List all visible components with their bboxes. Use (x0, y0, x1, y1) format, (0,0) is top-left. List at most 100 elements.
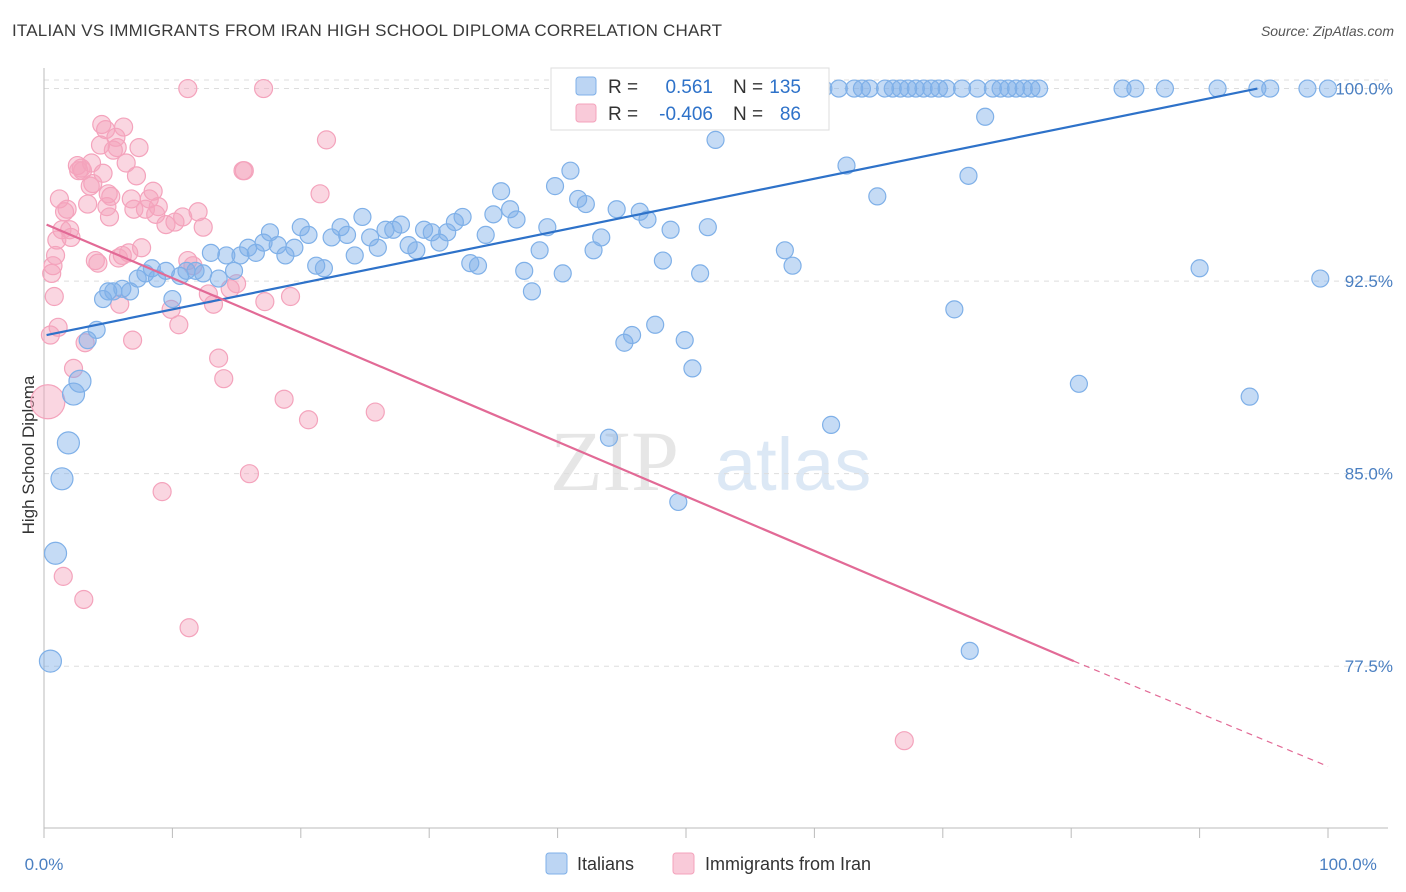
point-italians (453, 207, 472, 227)
point-italians (1155, 79, 1175, 98)
y-tick-label: 92.5% (1345, 272, 1393, 291)
point-iran (45, 245, 66, 266)
point-italians (299, 225, 318, 244)
point-italians (345, 246, 364, 265)
chart-title: ITALIAN VS IMMIGRANTS FROM IRAN HIGH SCH… (12, 21, 723, 40)
point-iran (44, 286, 64, 307)
point-italians (1311, 269, 1330, 288)
point-italians (56, 431, 80, 455)
point-italians (1006, 79, 1026, 98)
point-iran (280, 286, 301, 307)
point-italians (522, 282, 542, 301)
point-iran (75, 333, 95, 353)
point-iran (131, 238, 152, 258)
point-italians (99, 282, 118, 301)
y-axis-label: High School Diploma (19, 375, 38, 534)
point-italians (337, 225, 357, 244)
point-italians (646, 315, 665, 334)
point-italians (1190, 259, 1209, 278)
trend-line-iran (46, 223, 1075, 663)
point-italians (983, 79, 1002, 98)
point-italians (391, 215, 411, 234)
point-iran (57, 199, 77, 219)
point-italians (353, 207, 372, 227)
point-italians (1318, 79, 1338, 98)
legend-r-value-1: 0.561 (665, 77, 713, 98)
trend-line-italians (46, 87, 1258, 337)
point-iran (143, 181, 163, 201)
point-italians (592, 228, 611, 247)
legend-swatch-iran (575, 103, 597, 123)
point-italians (691, 264, 710, 283)
point-italians (314, 259, 334, 278)
point-iran (90, 135, 111, 155)
legend-bottom-swatch-italians (545, 852, 568, 875)
point-iran (316, 130, 337, 150)
point-italians (1261, 79, 1280, 98)
point-italians (852, 79, 872, 98)
point-italians (706, 130, 725, 149)
point-iran (85, 250, 105, 271)
point-iran (42, 263, 62, 284)
point-italians (468, 256, 488, 275)
point-italians (607, 200, 626, 219)
watermark-zip: ZIP (550, 413, 679, 509)
series-italians-points (38, 79, 1338, 673)
point-italians (515, 261, 534, 280)
point-italians (845, 79, 864, 98)
point-italians (860, 79, 879, 98)
point-italians (922, 79, 941, 98)
point-iran (234, 161, 254, 181)
point-iran (129, 137, 149, 158)
point-italians (194, 264, 213, 283)
point-italians (1126, 79, 1145, 98)
point-italians (38, 649, 63, 673)
legend-n-label-1: N = (733, 77, 763, 98)
point-iran (310, 184, 330, 204)
point-italians (775, 241, 794, 260)
point-italians (78, 331, 97, 350)
source-label: Source: ZipAtlas.com (1260, 23, 1394, 39)
point-iran (894, 731, 914, 751)
point-italians (530, 241, 549, 260)
point-iran (114, 117, 134, 137)
point-italians (622, 325, 642, 345)
point-italians (576, 194, 595, 214)
point-iran (148, 197, 168, 217)
point-iran (152, 482, 172, 502)
point-italians (959, 166, 978, 185)
point-iran (47, 230, 67, 250)
x-ticks (43, 828, 1329, 838)
point-italians (476, 225, 495, 244)
point-italians (945, 300, 964, 319)
point-iran (169, 315, 189, 335)
point-iran (78, 194, 98, 214)
point-iran (80, 176, 100, 196)
legend-r-label-2: R = (608, 104, 638, 125)
point-italians (929, 79, 949, 98)
point-italians (883, 79, 902, 98)
point-iran (209, 348, 229, 368)
point-iran (92, 114, 112, 135)
x-tick-label-min: 0.0% (25, 855, 64, 874)
point-iran (83, 173, 103, 194)
point-italians (291, 218, 310, 237)
point-italians (638, 210, 657, 229)
x-tick-label-max: 100.0% (1319, 855, 1377, 874)
point-iran (49, 189, 70, 209)
point-italians (698, 218, 717, 237)
point-iran (214, 369, 234, 389)
point-italians (368, 238, 387, 257)
point-italians (837, 156, 856, 175)
point-italians (500, 200, 520, 219)
point-italians (246, 243, 265, 262)
legend-r-label-1: R = (608, 77, 638, 98)
point-iran (239, 464, 260, 484)
watermark: ZIP atlas (550, 413, 871, 509)
point-italians (61, 382, 86, 406)
point-iran (179, 618, 199, 638)
point-italians (906, 79, 925, 98)
point-italians (545, 177, 565, 196)
point-iran (30, 384, 66, 420)
